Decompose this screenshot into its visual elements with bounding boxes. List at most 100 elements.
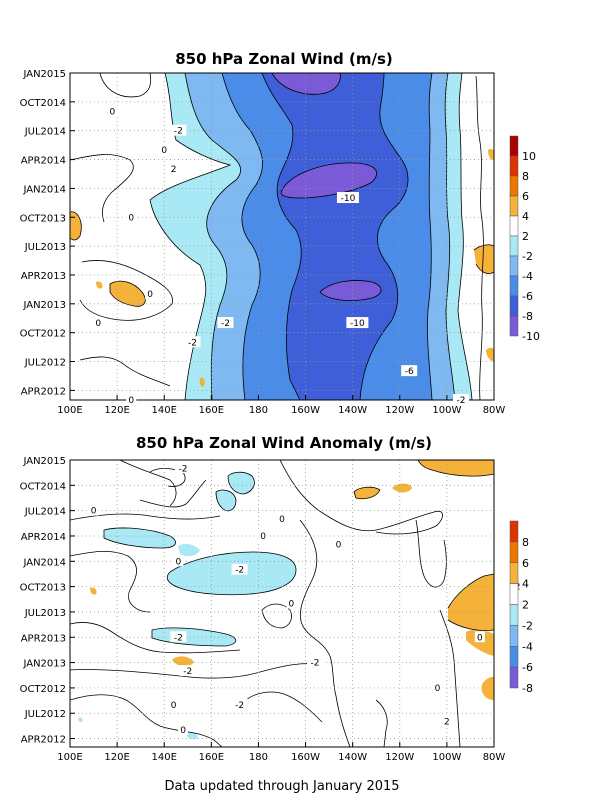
contour-fill-minus10-c: [320, 280, 381, 301]
contour-label-bg: [231, 563, 248, 575]
x-axis-1: 100E 120E 140E 160E 180 160W 140W 120W 100W 80W: [57, 395, 505, 416]
contour-label: 0: [95, 319, 101, 329]
y-tick-label: OCT2012: [20, 329, 66, 340]
anom-fill-plus2-a: [418, 460, 494, 477]
colorbar-swatch: [509, 195, 519, 217]
contour-label: 2: [171, 165, 177, 175]
x-tick-label: 140E: [152, 405, 177, 416]
y-tick-label: JAN2014: [22, 184, 66, 195]
anom-fill-plus2-g: [172, 656, 194, 667]
y-tick-label: JUL2013: [24, 242, 66, 253]
contour-label: -2: [174, 633, 183, 643]
contour-label-bg: [159, 143, 170, 155]
y-tick-label: APR2013: [21, 271, 66, 282]
colorbar-swatch: [509, 135, 519, 157]
y-tick-label: APR2014: [21, 532, 66, 543]
contour-label: -6: [405, 367, 414, 377]
contour-label-bg: [179, 665, 196, 677]
contour-label: -10: [341, 194, 356, 204]
contour-label: -2: [235, 566, 244, 576]
y-tick-label: JAN2015: [22, 69, 66, 80]
y-axis-1: APR2012 JUL2012 OCT2012 JAN2013 APR2013 JUL20…: [20, 69, 75, 397]
contour-fill-minus10-a: [272, 73, 341, 95]
colorbar-tick-label: 8: [522, 170, 529, 183]
contour-label: 0: [147, 290, 153, 300]
plot-frame-2: [69, 459, 495, 748]
colorbar-tick-label: -4: [522, 640, 533, 653]
y-tick-label: APR2012: [21, 735, 66, 746]
anom-fill-plus2-d: [448, 574, 494, 631]
colorbar-tick-label: -2: [522, 250, 533, 263]
x-tick-label: 160W: [291, 405, 320, 416]
colorbar-swatch: [509, 520, 519, 543]
contour-label-bg: [170, 124, 187, 136]
x-tick-label: 100E: [57, 405, 82, 416]
contour-label: -2: [221, 319, 230, 329]
contour-fill-plus2-e: [488, 148, 494, 160]
colorbar-1: 10 8 6 4 2 -2 -4 -6 -8 -10: [509, 135, 540, 343]
contour-label: 0: [128, 396, 134, 406]
chart-title-1: 850 hPa Zonal Wind (m/s): [175, 50, 393, 68]
y-tick-label: APR2012: [21, 386, 66, 397]
contour-label-bg: [277, 513, 287, 525]
contour-label-bg: [306, 656, 323, 668]
contour-label-bg: [107, 105, 118, 117]
colorbar-swatch: [509, 155, 519, 177]
y-tick-label: APR2014: [21, 156, 66, 167]
colorbar-tick-label: -6: [522, 661, 533, 674]
panel-zonal-wind: 850 hPa Zonal Wind (m/s): [20, 50, 540, 416]
x-tick-label: 180: [249, 752, 268, 763]
x-axis-2: 100E 120E 140E 160E 180 160W 140W 120W 100W 80W: [57, 742, 505, 763]
contour-label-bg: [93, 317, 104, 329]
colorbar-tick-label: -10: [522, 330, 540, 343]
contour-label-bg: [441, 715, 452, 727]
colorbar-tick-label: 2: [522, 599, 529, 612]
contour-fill-plus2-b: [110, 281, 146, 307]
contour-label-bg: [168, 698, 179, 710]
contour-label-bg: [432, 681, 443, 693]
anom-fill-plus2-h: [481, 676, 494, 700]
colorbar-tick-label: -4: [522, 270, 533, 283]
x-tick-label: 160E: [199, 405, 224, 416]
contour-fill-minus8: [262, 73, 408, 400]
contour-label: 0: [110, 107, 116, 117]
contour-label: -2: [310, 659, 319, 669]
contour-label: 0: [91, 507, 97, 517]
contour-label-bg: [217, 317, 234, 329]
contour-label: 0: [477, 633, 483, 643]
anom-fill-plus2-c: [392, 483, 412, 493]
contour-label: 0: [260, 532, 266, 542]
y-tick-label: OCT2012: [20, 684, 66, 695]
y-tick-label: JUL2013: [24, 608, 66, 619]
x-tick-label: 120W: [385, 752, 414, 763]
heatmap-field-2: [70, 460, 494, 747]
y-tick-label: OCT2013: [20, 213, 66, 224]
contour-label-bg: [346, 317, 369, 329]
x-tick-label: 180: [249, 405, 268, 416]
anom-fill-minus2-a: [228, 472, 255, 494]
contour-label: 0: [175, 557, 181, 567]
contour-label-bg: [333, 538, 344, 550]
contour-label-bg: [170, 631, 187, 643]
y-tick-label: JAN2015: [22, 456, 66, 467]
y-tick-label: OCT2013: [20, 583, 66, 594]
colorbar-tick-label: 2: [522, 230, 529, 243]
colorbar-swatch: [509, 275, 519, 297]
contour-label: -2: [183, 667, 192, 677]
contour-fill-plus2-d: [474, 244, 494, 274]
y-tick-label: JAN2014: [22, 557, 66, 568]
contour-fill-plus2-a: [70, 211, 82, 240]
y-tick-label: JUL2012: [24, 358, 66, 369]
contour-label: -2: [235, 701, 244, 711]
contour-label: 0: [171, 701, 177, 711]
colorbar-swatch: [509, 295, 519, 317]
x-tick-label: 120W: [385, 405, 414, 416]
contour-fill-plus2-f: [486, 347, 494, 362]
y-tick-label: JUL2014: [24, 127, 66, 138]
anom-fill-minus2-c: [104, 528, 176, 548]
contour-label: -2: [179, 464, 188, 474]
colorbar-swatch: [509, 255, 519, 277]
colorbar-swatch: [509, 315, 519, 337]
anom-fill-minus2-d: [178, 543, 200, 557]
